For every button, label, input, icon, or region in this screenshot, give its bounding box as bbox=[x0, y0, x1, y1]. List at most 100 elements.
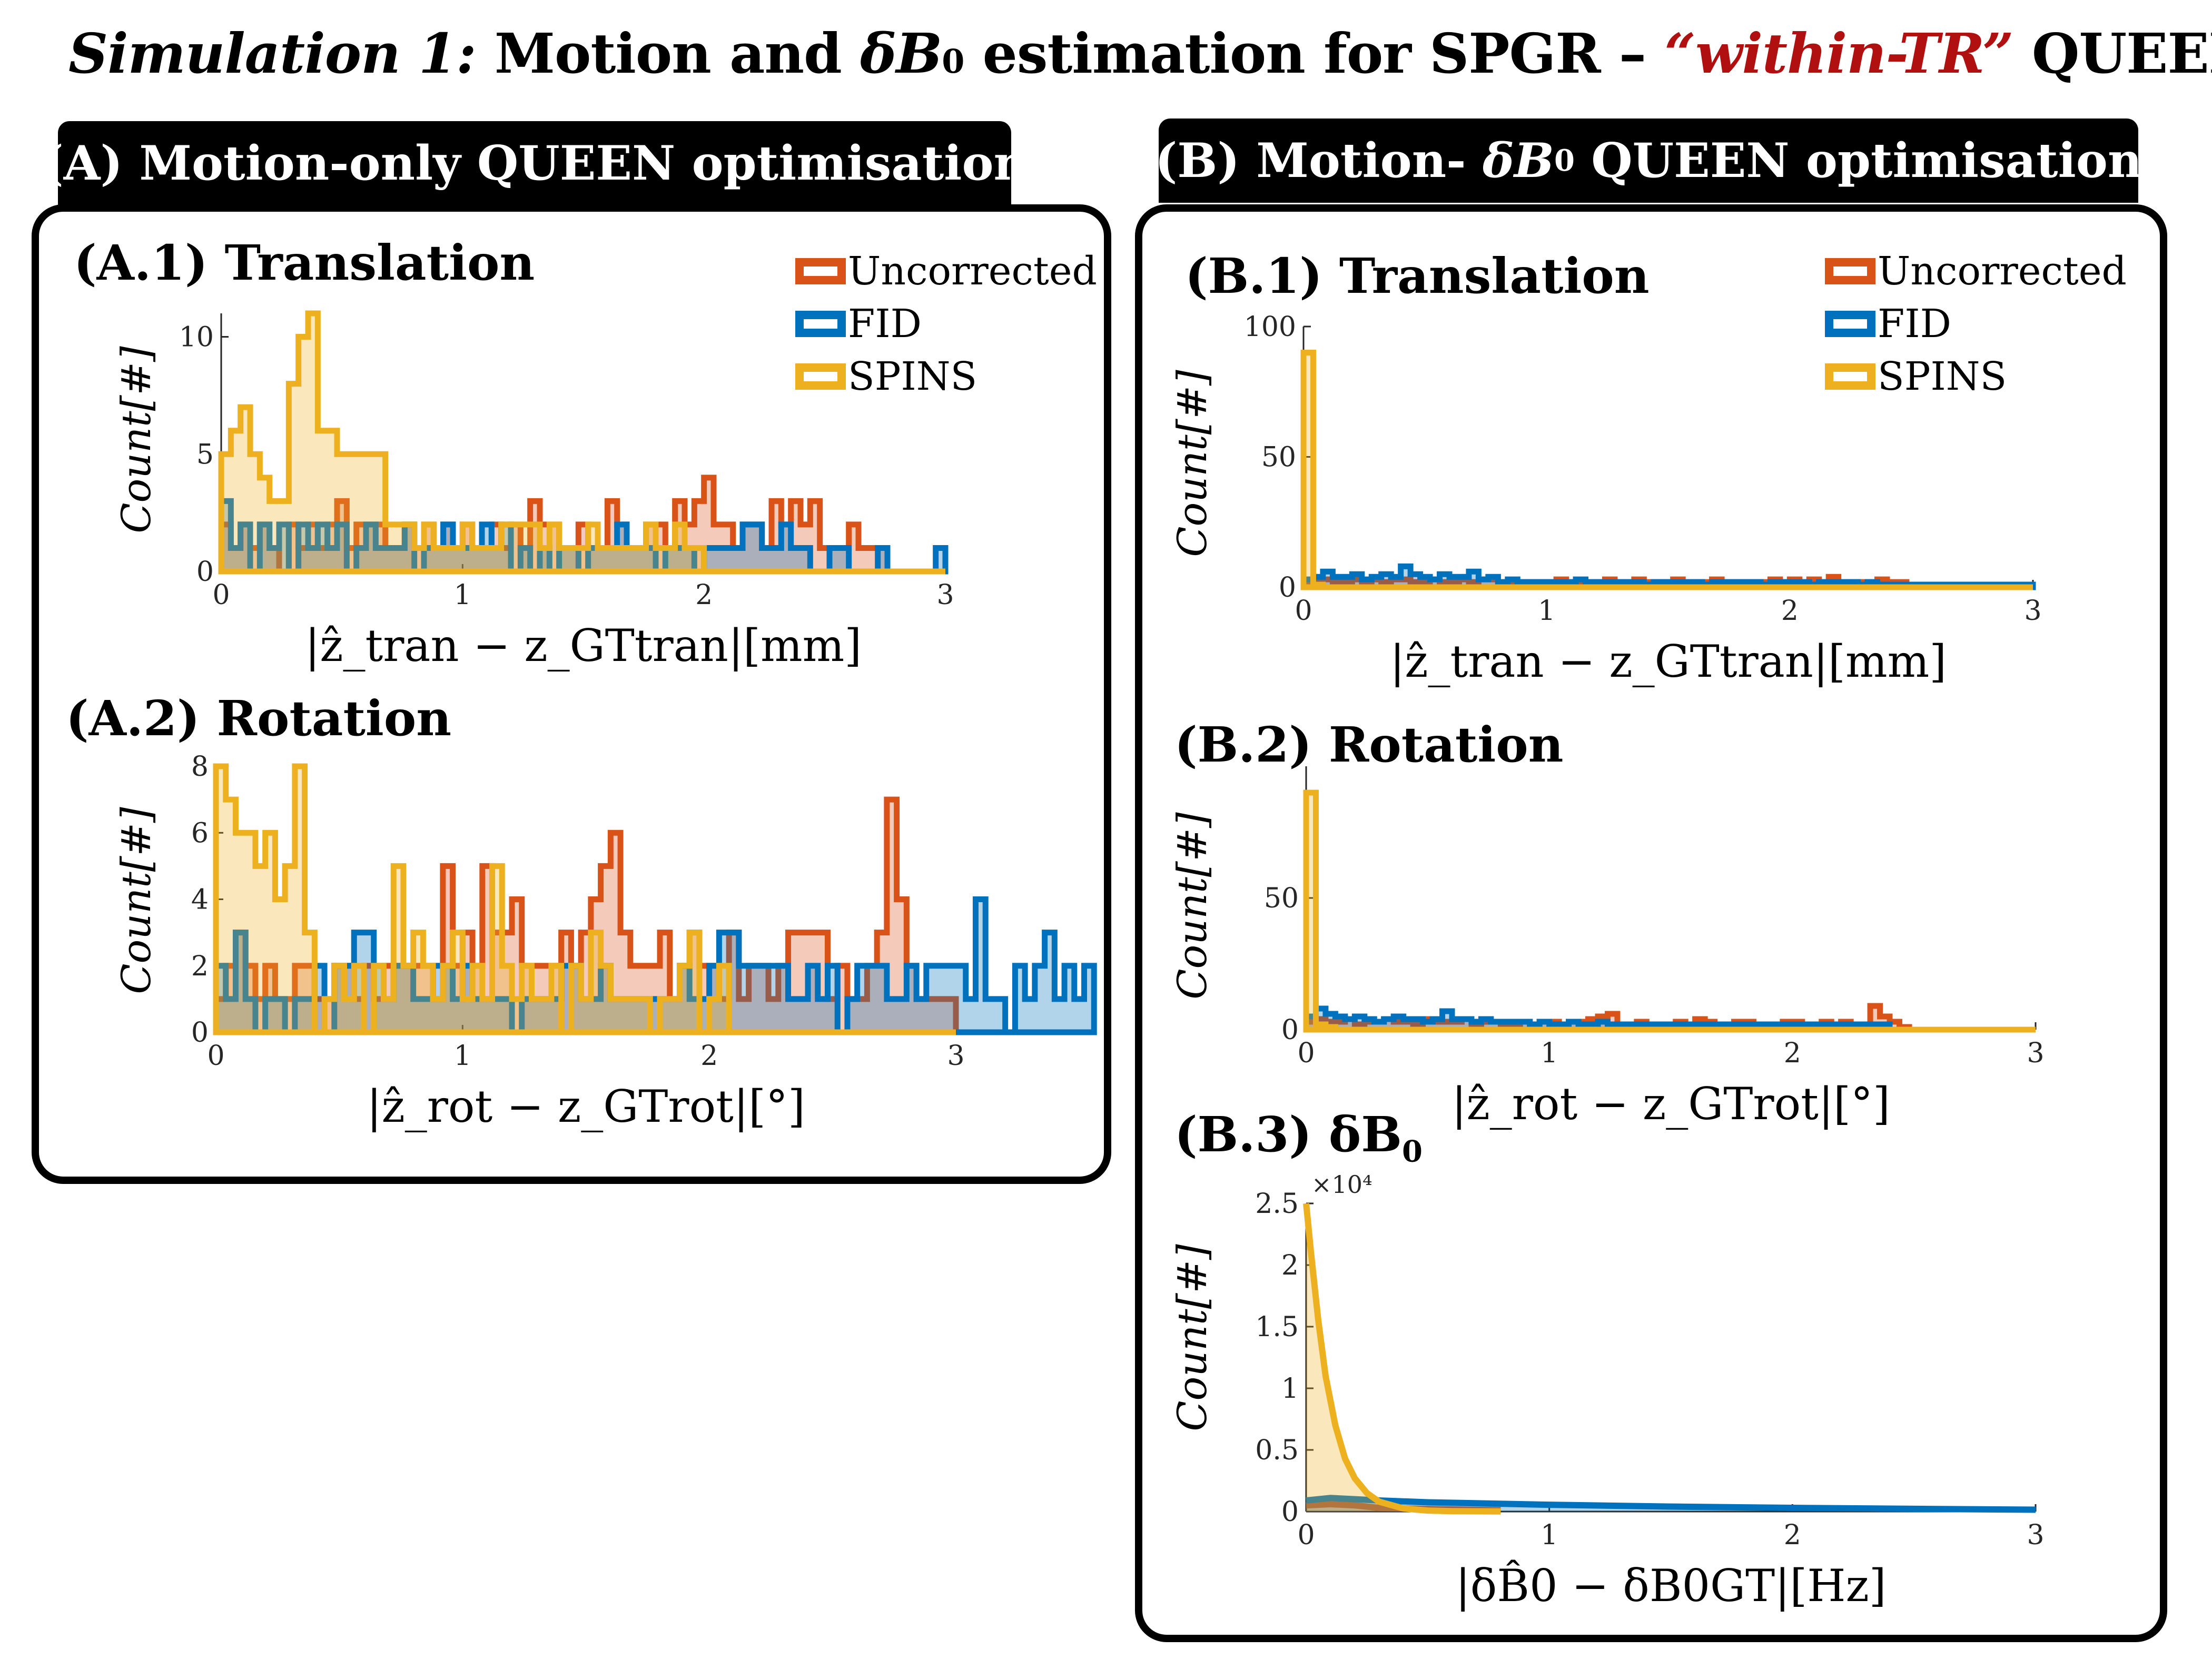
y-tick-label: 0.5 bbox=[1255, 1435, 1299, 1466]
chart-a1: 0 1 2 3 0 5 10 Count[#] |ẑ_tran − z_GTtran|[mm] bbox=[113, 310, 954, 671]
x-axis-label: |ẑ_tran − z_GTtran|[mm] bbox=[1390, 636, 1947, 687]
x-tick-label: 1 bbox=[1538, 595, 1555, 627]
y-axis-label: Count[#] bbox=[1169, 812, 1216, 1000]
x-tick-label: 3 bbox=[2027, 1519, 2044, 1551]
legend-b-spins: SPINS bbox=[1825, 350, 2127, 403]
title-part4: QUEEN bbox=[2031, 21, 2212, 86]
y-tick-label: 1 bbox=[1281, 1373, 1299, 1405]
legend-a-fid: FID bbox=[795, 298, 1097, 350]
legend-label-uncorrected: Uncorrected bbox=[1878, 249, 2127, 294]
y-tick-label: 50 bbox=[1264, 883, 1299, 914]
x-tick-label: 0 bbox=[1295, 595, 1312, 627]
title-part2: Motion and bbox=[476, 21, 861, 86]
chart-b3: 0 1 2 3 0 0.5 1 1.5 2 2.5 ×10⁴ Count[#] |δB̂0 − δB0G… bbox=[1169, 1170, 2045, 1612]
y-tick-label: 50 bbox=[1261, 442, 1296, 473]
x-axis-label: |ẑ_rot − z_GTrot|[°] bbox=[367, 1081, 805, 1132]
y-tick-label: 10 bbox=[179, 322, 214, 353]
x-tick-label: 2 bbox=[1781, 595, 1799, 627]
title-delta-b: δB bbox=[860, 21, 942, 86]
histogram-series-spins bbox=[218, 310, 945, 575]
subtitle-a1: (A.1) Translation bbox=[74, 234, 535, 291]
x-tick-label: 2 bbox=[1784, 1519, 1801, 1551]
y-tick-label: 6 bbox=[191, 817, 209, 849]
legend-swatch-fid bbox=[1825, 311, 1875, 337]
y-tick-label: 2 bbox=[191, 951, 209, 982]
x-tick-label: 0 bbox=[1297, 1519, 1315, 1551]
tab-b-sub: 0 bbox=[1554, 143, 1575, 178]
histogram-series-spins bbox=[1303, 789, 2036, 1033]
tab-b: (B) Motion- δB 0 QUEEN optimisation bbox=[1155, 118, 2142, 203]
legend-a: Uncorrected FID SPINS bbox=[795, 245, 1097, 403]
chart-a2: 0 1 2 3 0 2 4 6 8 Count[#] |ẑ_rot − z_GTrot|[°] bbox=[113, 751, 1097, 1132]
subtitle-b2: (B.2) Rotation bbox=[1174, 716, 1564, 773]
subtitle-b3-pre: (B.3) δB bbox=[1174, 1106, 1403, 1163]
title-part3: estimation for SPGR – bbox=[964, 21, 1665, 86]
legend-label-spins: SPINS bbox=[1878, 354, 2007, 399]
y-axis-label: Count[#] bbox=[113, 346, 160, 534]
histogram-series-fid bbox=[1300, 563, 2036, 590]
y-tick-label: 4 bbox=[191, 884, 209, 916]
subtitle-b3: (B.3) δB0 bbox=[1174, 1106, 1423, 1169]
tab-b-pre: (B) Motion- bbox=[1154, 133, 1483, 189]
title-red: “within-TR” bbox=[1664, 21, 2014, 86]
legend-b-uncorrected: Uncorrected bbox=[1825, 245, 2127, 298]
y-axis-label: Count[#] bbox=[113, 807, 160, 994]
y-tick-label: 2.5 bbox=[1255, 1188, 1299, 1220]
x-tick-label: 1 bbox=[1540, 1519, 1558, 1551]
legend-a-spins: SPINS bbox=[795, 350, 1097, 403]
chart-b1: 0 1 2 3 0 50 100 Count[#] |ẑ_tran − z_GTtran|[mm… bbox=[1169, 311, 2042, 687]
area-line-spins bbox=[1303, 1203, 1501, 1515]
figure-title: Simulation 1: Motion and δB 0 estimation … bbox=[68, 21, 2212, 100]
legend-label-spins: SPINS bbox=[848, 354, 977, 399]
x-tick-label: 0 bbox=[1297, 1038, 1315, 1069]
y-axis-label: Count[#] bbox=[1169, 1244, 1216, 1431]
legend-swatch-spins bbox=[795, 363, 846, 390]
tab-a: (A) Motion-only QUEEN optimisation bbox=[41, 121, 1028, 205]
x-tick-label: 3 bbox=[936, 579, 954, 611]
x-tick-label: 1 bbox=[1540, 1038, 1558, 1069]
x-tick-label: 0 bbox=[212, 579, 230, 611]
x-tick-label: 2 bbox=[1784, 1038, 1801, 1069]
histogram-series-fid bbox=[1303, 1005, 2036, 1033]
title-sub0: 0 bbox=[942, 42, 964, 81]
chart-b2: 0 1 2 3 0 50 Count[#] |ẑ_rot − z_GTrot|[°] bbox=[1169, 766, 2045, 1130]
y-tick-label: 5 bbox=[196, 439, 214, 470]
y-tick-label: 2 bbox=[1281, 1250, 1299, 1281]
area-line-fid bbox=[1306, 1495, 2036, 1513]
y-tick-label: 100 bbox=[1244, 311, 1296, 343]
legend-b-fid: FID bbox=[1825, 298, 2127, 350]
subtitle-b3-sub: 0 bbox=[1402, 1134, 1423, 1169]
legend-label-uncorrected: Uncorrected bbox=[848, 249, 1097, 294]
legend-a-uncorrected: Uncorrected bbox=[795, 245, 1097, 298]
y-axis-label: Count[#] bbox=[1169, 370, 1216, 557]
legend-b: Uncorrected FID SPINS bbox=[1825, 245, 2127, 403]
x-tick-label: 2 bbox=[700, 1040, 718, 1072]
x-tick-label: 2 bbox=[695, 579, 713, 611]
y-tick-label: 0 bbox=[191, 1017, 209, 1049]
y-tick-label: 0 bbox=[1279, 572, 1296, 604]
y-tick-label: 0 bbox=[1281, 1014, 1299, 1046]
tab-b-post: QUEEN optimisation bbox=[1574, 133, 2142, 189]
y-tick-label: 0 bbox=[196, 556, 214, 588]
tab-b-db: δB bbox=[1482, 133, 1554, 189]
legend-swatch-fid bbox=[795, 311, 846, 337]
histogram-series-spins bbox=[213, 763, 956, 1035]
x-tick-label: 0 bbox=[207, 1040, 224, 1072]
x-tick-label: 3 bbox=[2024, 595, 2041, 627]
x-tick-label: 1 bbox=[454, 579, 471, 611]
y-multiplier-label: ×10⁴ bbox=[1311, 1170, 1372, 1199]
legend-label-fid: FID bbox=[1878, 301, 1951, 347]
x-tick-label: 1 bbox=[454, 1040, 471, 1072]
x-tick-label: 3 bbox=[947, 1040, 964, 1072]
legend-swatch-uncorrected bbox=[1825, 258, 1875, 284]
tab-a-label: (A) Motion-only QUEEN optimisation bbox=[41, 135, 1028, 191]
area-fill-spins bbox=[1306, 1203, 1501, 1512]
x-tick-label: 3 bbox=[2027, 1038, 2044, 1069]
x-axis-label: |ẑ_tran − z_GTtran|[mm] bbox=[305, 620, 862, 671]
subtitle-a2: (A.2) Rotation bbox=[66, 690, 452, 747]
area-fill-fid bbox=[1306, 1498, 2036, 1512]
legend-label-fid: FID bbox=[848, 301, 922, 347]
y-tick-label: 8 bbox=[191, 751, 209, 783]
y-tick-label: 0 bbox=[1281, 1496, 1299, 1528]
